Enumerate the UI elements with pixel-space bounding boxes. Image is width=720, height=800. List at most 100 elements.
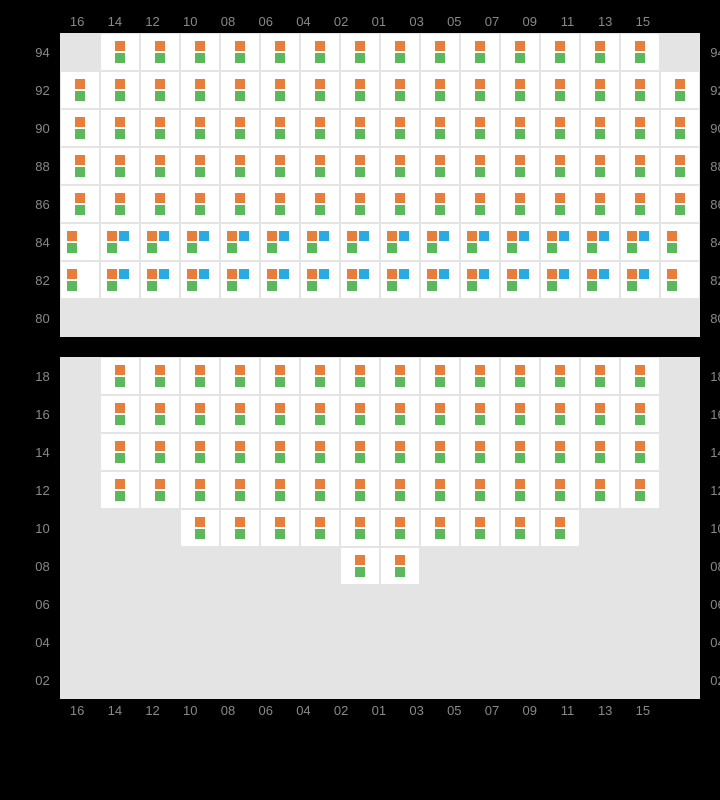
- seat-cell[interactable]: [540, 471, 580, 509]
- seat-cell[interactable]: [340, 109, 380, 147]
- seat-cell[interactable]: [180, 357, 220, 395]
- seat-cell[interactable]: [140, 261, 180, 299]
- seat-cell[interactable]: [540, 261, 580, 299]
- seat-cell[interactable]: [340, 71, 380, 109]
- seat-cell[interactable]: [260, 433, 300, 471]
- seat-cell[interactable]: [140, 223, 180, 261]
- seat-cell[interactable]: [660, 261, 700, 299]
- seat-cell[interactable]: [140, 471, 180, 509]
- seat-cell[interactable]: [500, 261, 540, 299]
- seat-cell[interactable]: [620, 261, 660, 299]
- seat-cell[interactable]: [140, 147, 180, 185]
- seat-cell[interactable]: [100, 33, 140, 71]
- seat-cell[interactable]: [420, 261, 460, 299]
- seat-cell[interactable]: [540, 147, 580, 185]
- seat-cell[interactable]: [340, 185, 380, 223]
- seat-cell[interactable]: [500, 223, 540, 261]
- seat-cell[interactable]: [380, 509, 420, 547]
- seat-cell[interactable]: [60, 223, 100, 261]
- seat-cell[interactable]: [300, 71, 340, 109]
- seat-cell[interactable]: [580, 395, 620, 433]
- seat-cell[interactable]: [460, 147, 500, 185]
- seat-cell[interactable]: [540, 395, 580, 433]
- seat-cell[interactable]: [420, 433, 460, 471]
- seat-cell[interactable]: [500, 509, 540, 547]
- seat-cell[interactable]: [500, 109, 540, 147]
- seat-cell[interactable]: [380, 261, 420, 299]
- seat-cell[interactable]: [500, 71, 540, 109]
- seat-cell[interactable]: [420, 395, 460, 433]
- seat-cell[interactable]: [580, 357, 620, 395]
- seat-cell[interactable]: [540, 223, 580, 261]
- seat-cell[interactable]: [380, 33, 420, 71]
- seat-cell[interactable]: [100, 261, 140, 299]
- seat-cell[interactable]: [620, 395, 660, 433]
- seat-cell[interactable]: [420, 147, 460, 185]
- seat-cell[interactable]: [260, 357, 300, 395]
- seat-cell[interactable]: [660, 147, 700, 185]
- seat-cell[interactable]: [380, 395, 420, 433]
- seat-cell[interactable]: [500, 433, 540, 471]
- seat-cell[interactable]: [540, 33, 580, 71]
- seat-cell[interactable]: [100, 357, 140, 395]
- seat-cell[interactable]: [60, 71, 100, 109]
- seat-cell[interactable]: [220, 509, 260, 547]
- seat-cell[interactable]: [180, 147, 220, 185]
- seat-cell[interactable]: [620, 471, 660, 509]
- seat-cell[interactable]: [500, 471, 540, 509]
- seat-cell[interactable]: [260, 109, 300, 147]
- seat-cell[interactable]: [260, 471, 300, 509]
- seat-cell[interactable]: [420, 109, 460, 147]
- seat-cell[interactable]: [660, 223, 700, 261]
- seat-cell[interactable]: [620, 71, 660, 109]
- seat-cell[interactable]: [340, 357, 380, 395]
- seat-cell[interactable]: [180, 109, 220, 147]
- seat-cell[interactable]: [100, 223, 140, 261]
- seat-cell[interactable]: [420, 71, 460, 109]
- seat-cell[interactable]: [380, 357, 420, 395]
- seat-cell[interactable]: [260, 33, 300, 71]
- seat-cell[interactable]: [620, 147, 660, 185]
- seat-cell[interactable]: [300, 433, 340, 471]
- seat-cell[interactable]: [580, 71, 620, 109]
- seat-cell[interactable]: [340, 223, 380, 261]
- seat-cell[interactable]: [100, 471, 140, 509]
- seat-cell[interactable]: [420, 223, 460, 261]
- seat-cell[interactable]: [420, 471, 460, 509]
- seat-cell[interactable]: [500, 395, 540, 433]
- seat-cell[interactable]: [300, 147, 340, 185]
- seat-cell[interactable]: [460, 395, 500, 433]
- seat-cell[interactable]: [580, 471, 620, 509]
- seat-cell[interactable]: [380, 547, 420, 585]
- seat-cell[interactable]: [220, 261, 260, 299]
- seat-cell[interactable]: [580, 261, 620, 299]
- seat-cell[interactable]: [340, 433, 380, 471]
- seat-cell[interactable]: [140, 109, 180, 147]
- seat-cell[interactable]: [460, 33, 500, 71]
- seat-cell[interactable]: [620, 357, 660, 395]
- seat-cell[interactable]: [460, 357, 500, 395]
- seat-cell[interactable]: [460, 433, 500, 471]
- seat-cell[interactable]: [620, 185, 660, 223]
- seat-cell[interactable]: [620, 33, 660, 71]
- seat-cell[interactable]: [60, 261, 100, 299]
- seat-cell[interactable]: [100, 109, 140, 147]
- seat-cell[interactable]: [180, 33, 220, 71]
- seat-cell[interactable]: [180, 223, 220, 261]
- seat-cell[interactable]: [460, 223, 500, 261]
- seat-cell[interactable]: [300, 471, 340, 509]
- seat-cell[interactable]: [60, 109, 100, 147]
- seat-cell[interactable]: [180, 395, 220, 433]
- seat-cell[interactable]: [580, 109, 620, 147]
- seat-cell[interactable]: [60, 147, 100, 185]
- seat-cell[interactable]: [300, 33, 340, 71]
- seat-cell[interactable]: [380, 223, 420, 261]
- seat-cell[interactable]: [460, 71, 500, 109]
- seat-cell[interactable]: [460, 509, 500, 547]
- seat-cell[interactable]: [420, 185, 460, 223]
- seat-cell[interactable]: [260, 223, 300, 261]
- seat-cell[interactable]: [260, 185, 300, 223]
- seat-cell[interactable]: [180, 71, 220, 109]
- seat-cell[interactable]: [220, 471, 260, 509]
- seat-cell[interactable]: [220, 433, 260, 471]
